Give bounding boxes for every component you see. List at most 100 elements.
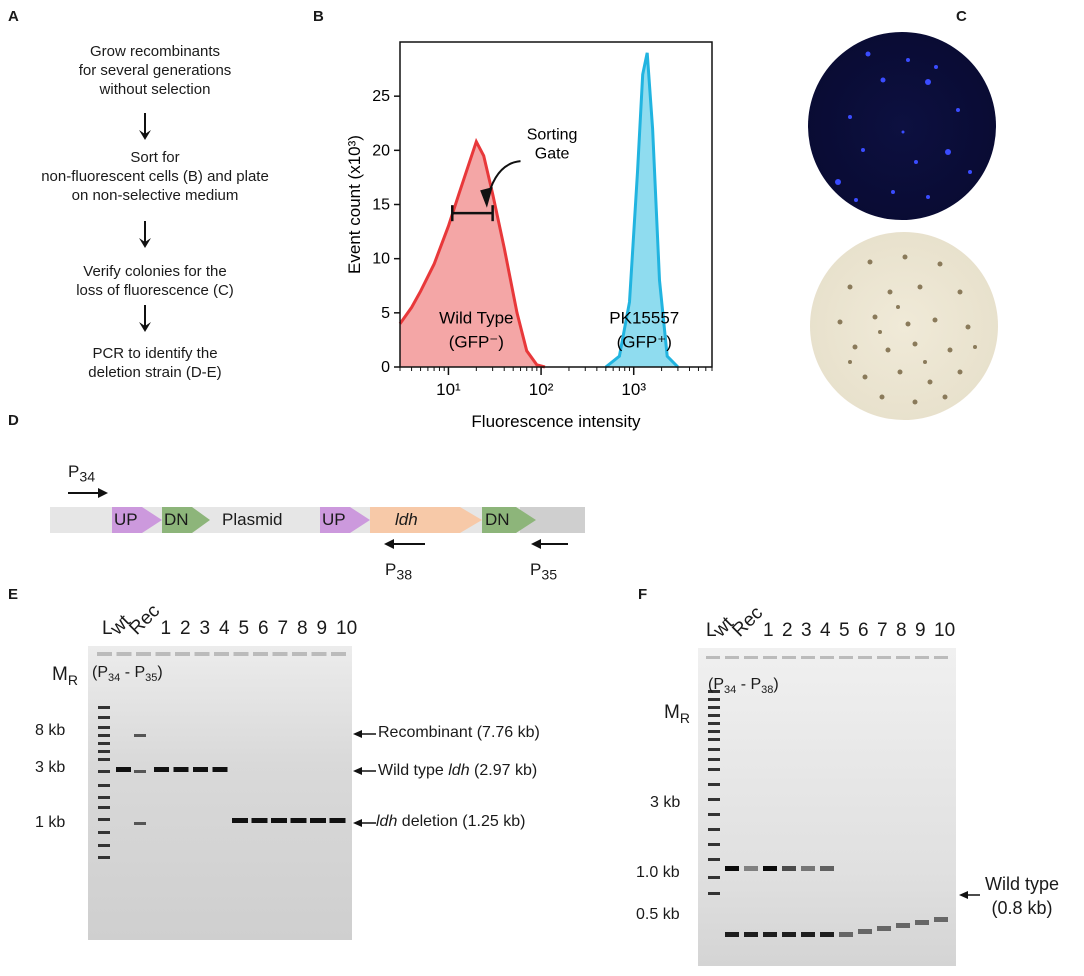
ladder-band bbox=[98, 750, 110, 753]
flow-step-3: Verify colonies for the loss of fluoresc… bbox=[76, 263, 234, 299]
ladder-band bbox=[708, 813, 720, 816]
band-low bbox=[877, 926, 891, 931]
ladder-band bbox=[708, 843, 720, 846]
band-low bbox=[858, 929, 872, 934]
panel-label-c: C bbox=[956, 8, 967, 25]
gel-image-f bbox=[698, 648, 956, 966]
band-lane-del bbox=[310, 818, 326, 823]
band-lane-del bbox=[290, 818, 307, 823]
x-axis-label: Fluorescence intensity bbox=[471, 412, 641, 431]
lane-label: 2 bbox=[782, 620, 793, 641]
band-lane-del bbox=[251, 818, 268, 823]
gel-well bbox=[311, 652, 327, 656]
gel-image-e bbox=[88, 646, 352, 940]
y-tick-label: 20 bbox=[372, 142, 390, 159]
lane-label: L bbox=[706, 620, 717, 641]
gel-well bbox=[331, 652, 346, 656]
ladder-band bbox=[708, 730, 720, 733]
gel-well bbox=[97, 652, 112, 656]
construct-diagram bbox=[50, 488, 585, 549]
blue-colonies bbox=[835, 51, 972, 202]
ladder-band bbox=[98, 796, 110, 799]
ladder-band bbox=[708, 876, 720, 879]
band-wt-0.8 bbox=[820, 866, 834, 871]
ladder-band bbox=[708, 714, 720, 717]
ladder-band bbox=[708, 858, 720, 861]
marker-3kb: 3 kb bbox=[35, 759, 66, 776]
gel-well bbox=[858, 656, 872, 659]
gel-e-primer-pair: (P34 - P35) bbox=[92, 664, 163, 685]
band-wt-0.8 bbox=[725, 866, 739, 871]
lane-label: 5 bbox=[839, 620, 850, 641]
ladder-band bbox=[708, 690, 720, 693]
lane-label: 2 bbox=[180, 618, 191, 639]
lane-label: 10 bbox=[336, 618, 358, 639]
lane-label: 7 bbox=[877, 620, 888, 641]
ladder-band bbox=[98, 706, 110, 709]
plate-colonies bbox=[837, 254, 977, 405]
ladder-band bbox=[98, 844, 110, 847]
gel-well bbox=[233, 652, 249, 656]
gel-well bbox=[763, 656, 777, 659]
gel-well bbox=[896, 656, 910, 659]
band-label-recombinant: Recombinant (7.76 kb) bbox=[378, 724, 540, 741]
lane-label: 9 bbox=[915, 620, 926, 641]
gel-well bbox=[253, 652, 268, 656]
lane-label: 4 bbox=[219, 618, 230, 639]
panel-label-a: A bbox=[8, 8, 19, 25]
band-low bbox=[725, 932, 739, 937]
gel-well bbox=[116, 652, 132, 656]
gel-well bbox=[915, 656, 929, 659]
marker-3kb-f: 3 kb bbox=[650, 794, 681, 811]
ladder-band bbox=[98, 734, 110, 737]
ladder-band bbox=[708, 722, 720, 725]
x-tick-label: 10¹ bbox=[436, 380, 461, 399]
lane-label: 9 bbox=[316, 618, 328, 639]
gel-e-arrows bbox=[353, 730, 376, 827]
gel-e-mr-label: MR bbox=[52, 664, 78, 688]
x-tick-label: 10² bbox=[529, 380, 554, 399]
primer-p38: P38 bbox=[385, 560, 413, 584]
gel-f-primer-pair: (P34 - P38) bbox=[708, 676, 779, 697]
lane-label: 8 bbox=[297, 618, 308, 639]
pk-label: PK15557 bbox=[609, 309, 679, 328]
wt-label: Wild Type bbox=[439, 309, 513, 328]
segment-up-1: UP bbox=[114, 510, 138, 529]
gel-well bbox=[782, 656, 796, 659]
band-low bbox=[896, 923, 910, 928]
gel-well bbox=[744, 656, 758, 659]
gel-well bbox=[136, 652, 151, 656]
y-tick-label: 10 bbox=[372, 251, 390, 268]
band-low bbox=[763, 932, 777, 937]
ladder-band bbox=[708, 783, 720, 786]
band-lane-wt bbox=[173, 767, 189, 772]
band-lane-wt bbox=[193, 767, 208, 772]
gel-well bbox=[839, 656, 853, 659]
band-low bbox=[820, 932, 834, 937]
y-tick-label: 0 bbox=[381, 359, 390, 376]
gel-well bbox=[934, 656, 948, 659]
band-rec-1.25 bbox=[134, 822, 146, 825]
band-lane-wt bbox=[154, 767, 169, 772]
flow-arrows bbox=[139, 113, 151, 332]
gel-well bbox=[272, 652, 288, 656]
lane-label: 3 bbox=[199, 618, 211, 639]
ladder-band bbox=[98, 716, 110, 719]
fluorescence-plate-image bbox=[808, 32, 996, 220]
band-wt-0.8 bbox=[801, 866, 815, 871]
series-line-1 bbox=[604, 52, 679, 369]
lane-label: L bbox=[102, 618, 113, 639]
gel-well bbox=[175, 652, 190, 656]
marker-1kb: 1 kb bbox=[35, 814, 66, 831]
ladder-band bbox=[708, 748, 720, 751]
ladder-band bbox=[708, 738, 720, 741]
marker-05kb-f: 0.5 kb bbox=[636, 906, 680, 923]
lane-label: 1 bbox=[763, 620, 774, 641]
panel-label-e: E bbox=[8, 586, 19, 603]
primer-p35: P35 bbox=[530, 560, 558, 584]
lane-label: 7 bbox=[277, 618, 289, 639]
histogram-chart: 0 5 10 15 20 25 10¹ 10² 10³ Fluorescence intensit… bbox=[345, 41, 713, 431]
gel-well bbox=[725, 656, 739, 659]
ladder-band bbox=[708, 706, 720, 709]
band-wt-2.97 bbox=[116, 767, 131, 772]
